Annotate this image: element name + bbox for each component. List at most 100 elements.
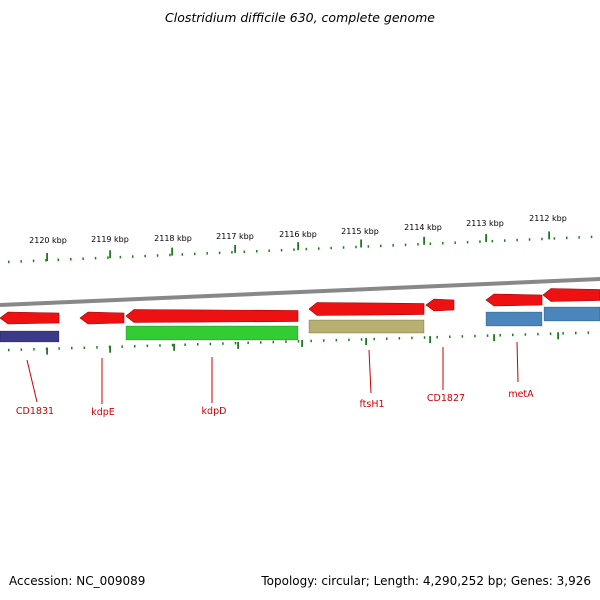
ruler-minor-tick [243,250,246,254]
ruler-minor-tick [516,238,518,242]
ruler-major-tick [429,336,431,344]
ruler-major-tick [46,347,48,355]
genome-summary-text: Topology: circular; Length: 4,290,252 bp… [261,574,591,588]
ruler-minor-tick [578,236,580,239]
ruler-minor-tick [119,255,122,259]
ruler-minor-tick [234,341,237,345]
ruler-minor-tick [318,247,320,250]
ruler-minor-tick [474,334,476,338]
ruler-minor-tick [83,346,86,349]
ruler-minor-tick [373,337,375,341]
ruler-minor-tick [285,340,287,343]
ruler-minor-tick [411,336,413,340]
ruler-minor-tick [330,246,332,250]
ruler-minor-tick [305,247,308,251]
ruler-labels: 2120 kbp 2119 kbp 2118 kbp 2117 kbp 2116 kbp… [29,214,567,245]
ruler-label: 2115 kbp [341,227,379,236]
ruler-minor-tick [70,257,72,261]
ruler-major-tick [171,247,173,256]
ruler-minor-tick [528,238,531,241]
ruler-minor-tick [386,337,388,340]
gene-arrow [425,298,455,312]
ruler-minor-tick [20,260,22,263]
ruler-minor-tick [184,343,186,346]
ruler-minor-tick [360,338,363,341]
ruler-minor-tick [562,332,564,335]
ruler-minor-tick [197,343,199,346]
ruler-minor-tick [280,248,283,252]
gene-arrow [542,288,600,302]
cds-bar [485,311,543,327]
ruler-minor-tick [512,333,514,337]
ruler-minor-tick [549,332,552,336]
ruler-minor-tick [486,334,489,337]
upper-ruler [8,231,593,264]
ruler-label: 2113 kbp [466,219,504,228]
ruler-major-tick [237,341,239,349]
ruler-minor-tick [442,241,444,245]
ruler-minor-tick [272,340,275,344]
ruler-minor-tick [194,252,196,256]
ruler-major-tick [173,343,175,351]
ruler-major-tick [485,234,487,243]
ruler-minor-tick [96,346,98,349]
ruler-minor-tick [423,336,426,339]
ruler-minor-tick [33,348,35,351]
ruler-label: 2112 kbp [529,214,567,223]
ruler-minor-tick [587,331,590,334]
ruler-minor-tick [504,239,506,242]
ruler-minor-tick [146,344,149,348]
cds-bars [0,306,600,343]
ruler-label: 2119 kbp [91,235,129,244]
gene-arrow [485,293,543,307]
ruler-label: 2117 kbp [216,232,254,241]
ruler-minor-tick [218,251,221,255]
ruler-minor-tick [454,241,456,244]
ruler-major-tick [557,332,559,340]
ruler-minor-tick [553,237,556,240]
ruler-minor-tick [429,242,432,246]
ruler-minor-tick [398,337,401,340]
gene-label-leader [26,359,38,403]
gene-labels: CD1831 kdpE kdpD ftsH1 CD1827 metA [16,341,534,418]
gene-arrow [0,311,60,325]
ruler-minor-tick [45,259,47,262]
ruler-minor-tick [32,259,35,263]
ruler-minor-tick [367,245,370,248]
ruler-minor-tick [466,240,469,244]
ruler-label: 2116 kbp [279,230,317,239]
ruler-minor-tick [156,254,159,257]
ruler-minor-tick [256,249,258,253]
gene-label: metA [508,389,534,400]
cds-bar [0,330,60,343]
ruler-major-tick [297,242,299,251]
ruler-minor-tick [590,235,593,239]
ruler-minor-tick [491,239,494,243]
ruler-major-tick [423,236,425,245]
gene-label: CD1827 [427,393,465,404]
ruler-major-tick [109,345,111,353]
ruler-minor-tick [417,243,419,246]
ruler-minor-tick [310,339,312,343]
ruler-minor-tick [222,342,224,345]
genome-backbone [0,277,600,307]
ruler-major-tick [365,338,367,346]
ruler-major-tick [360,239,362,248]
ruler-minor-tick [171,343,174,347]
ruler-minor-tick [537,332,539,336]
ruler-minor-tick [268,249,270,252]
ruler-label: 2114 kbp [404,223,442,232]
ruler-minor-tick [524,333,527,336]
ruler-minor-tick [323,339,325,342]
ruler-minor-tick [121,345,123,348]
ruler-minor-tick [436,335,438,339]
ruler-minor-tick [58,347,60,350]
gene-label: CD1831 [16,406,54,417]
ruler-major-tick [46,252,48,261]
ruler-minor-tick [71,346,73,350]
ruler-minor-tick [159,344,161,347]
gene-label: ftsH1 [359,399,384,410]
gene-label-leader [368,349,372,394]
ruler-minor-tick [144,254,146,258]
ruler-minor-tick [20,348,23,351]
